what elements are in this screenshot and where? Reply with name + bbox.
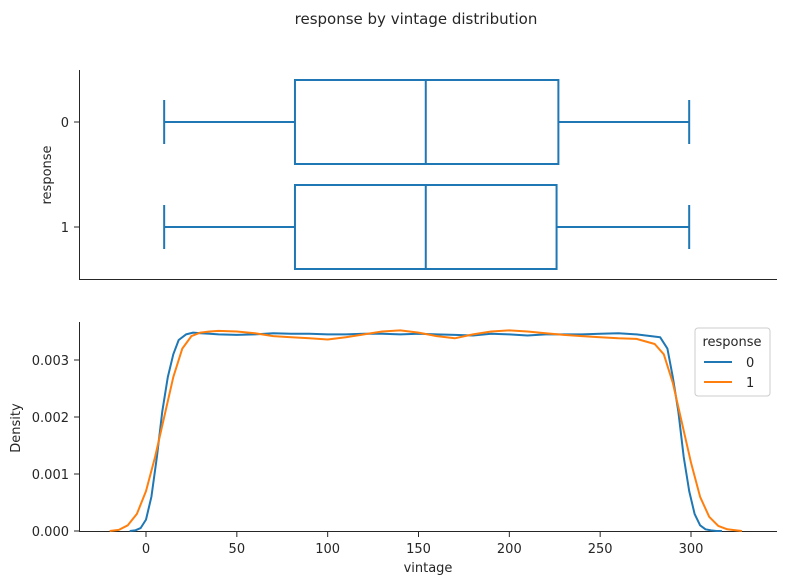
kde-panel: Density vintage 0 50 100 150 200 250 3000.0000… xyxy=(9,322,777,576)
kde-line-0 xyxy=(130,333,722,531)
kde-ytick-label: 0.002 xyxy=(32,411,69,426)
kde-ytick-label: 0.000 xyxy=(32,525,69,540)
kde-line-1 xyxy=(110,330,742,531)
boxplot-panel: response 01 xyxy=(40,70,777,280)
chart-title: response by vintage distribution xyxy=(295,10,538,28)
kde-xtick-label: 300 xyxy=(679,542,704,557)
box-layer xyxy=(164,80,689,269)
kde-lines xyxy=(110,330,742,531)
kde-ytick-label: 0.003 xyxy=(32,354,69,369)
kde-ytick-label: 0.001 xyxy=(32,468,69,483)
kde-xtick-label: 150 xyxy=(406,542,431,557)
legend-label-1: 1 xyxy=(746,376,754,391)
kde-xtick-label: 250 xyxy=(588,542,613,557)
box-ytick-label: 0 xyxy=(61,116,69,131)
legend-title: response xyxy=(702,335,761,350)
box-ytick-label: 1 xyxy=(61,221,69,236)
kde-xtick-label: 100 xyxy=(315,542,340,557)
box-group-0 xyxy=(164,80,689,164)
legend-label-0: 0 xyxy=(746,356,754,371)
boxplot-ylabel: response xyxy=(40,145,55,204)
legend: response 0 1 xyxy=(695,328,770,396)
kde-xlabel: vintage xyxy=(404,561,453,576)
box-ticks: 01 xyxy=(61,116,79,236)
kde-xtick-label: 200 xyxy=(497,542,522,557)
box-group-1 xyxy=(164,185,689,269)
kde-xtick-label: 0 xyxy=(142,542,150,557)
kde-xtick-label: 50 xyxy=(229,542,246,557)
kde-ylabel: Density xyxy=(9,403,24,453)
kde-ticks: 0 50 100 150 200 250 300 0.000 0.001 0.002 0.003 xyxy=(32,354,704,557)
